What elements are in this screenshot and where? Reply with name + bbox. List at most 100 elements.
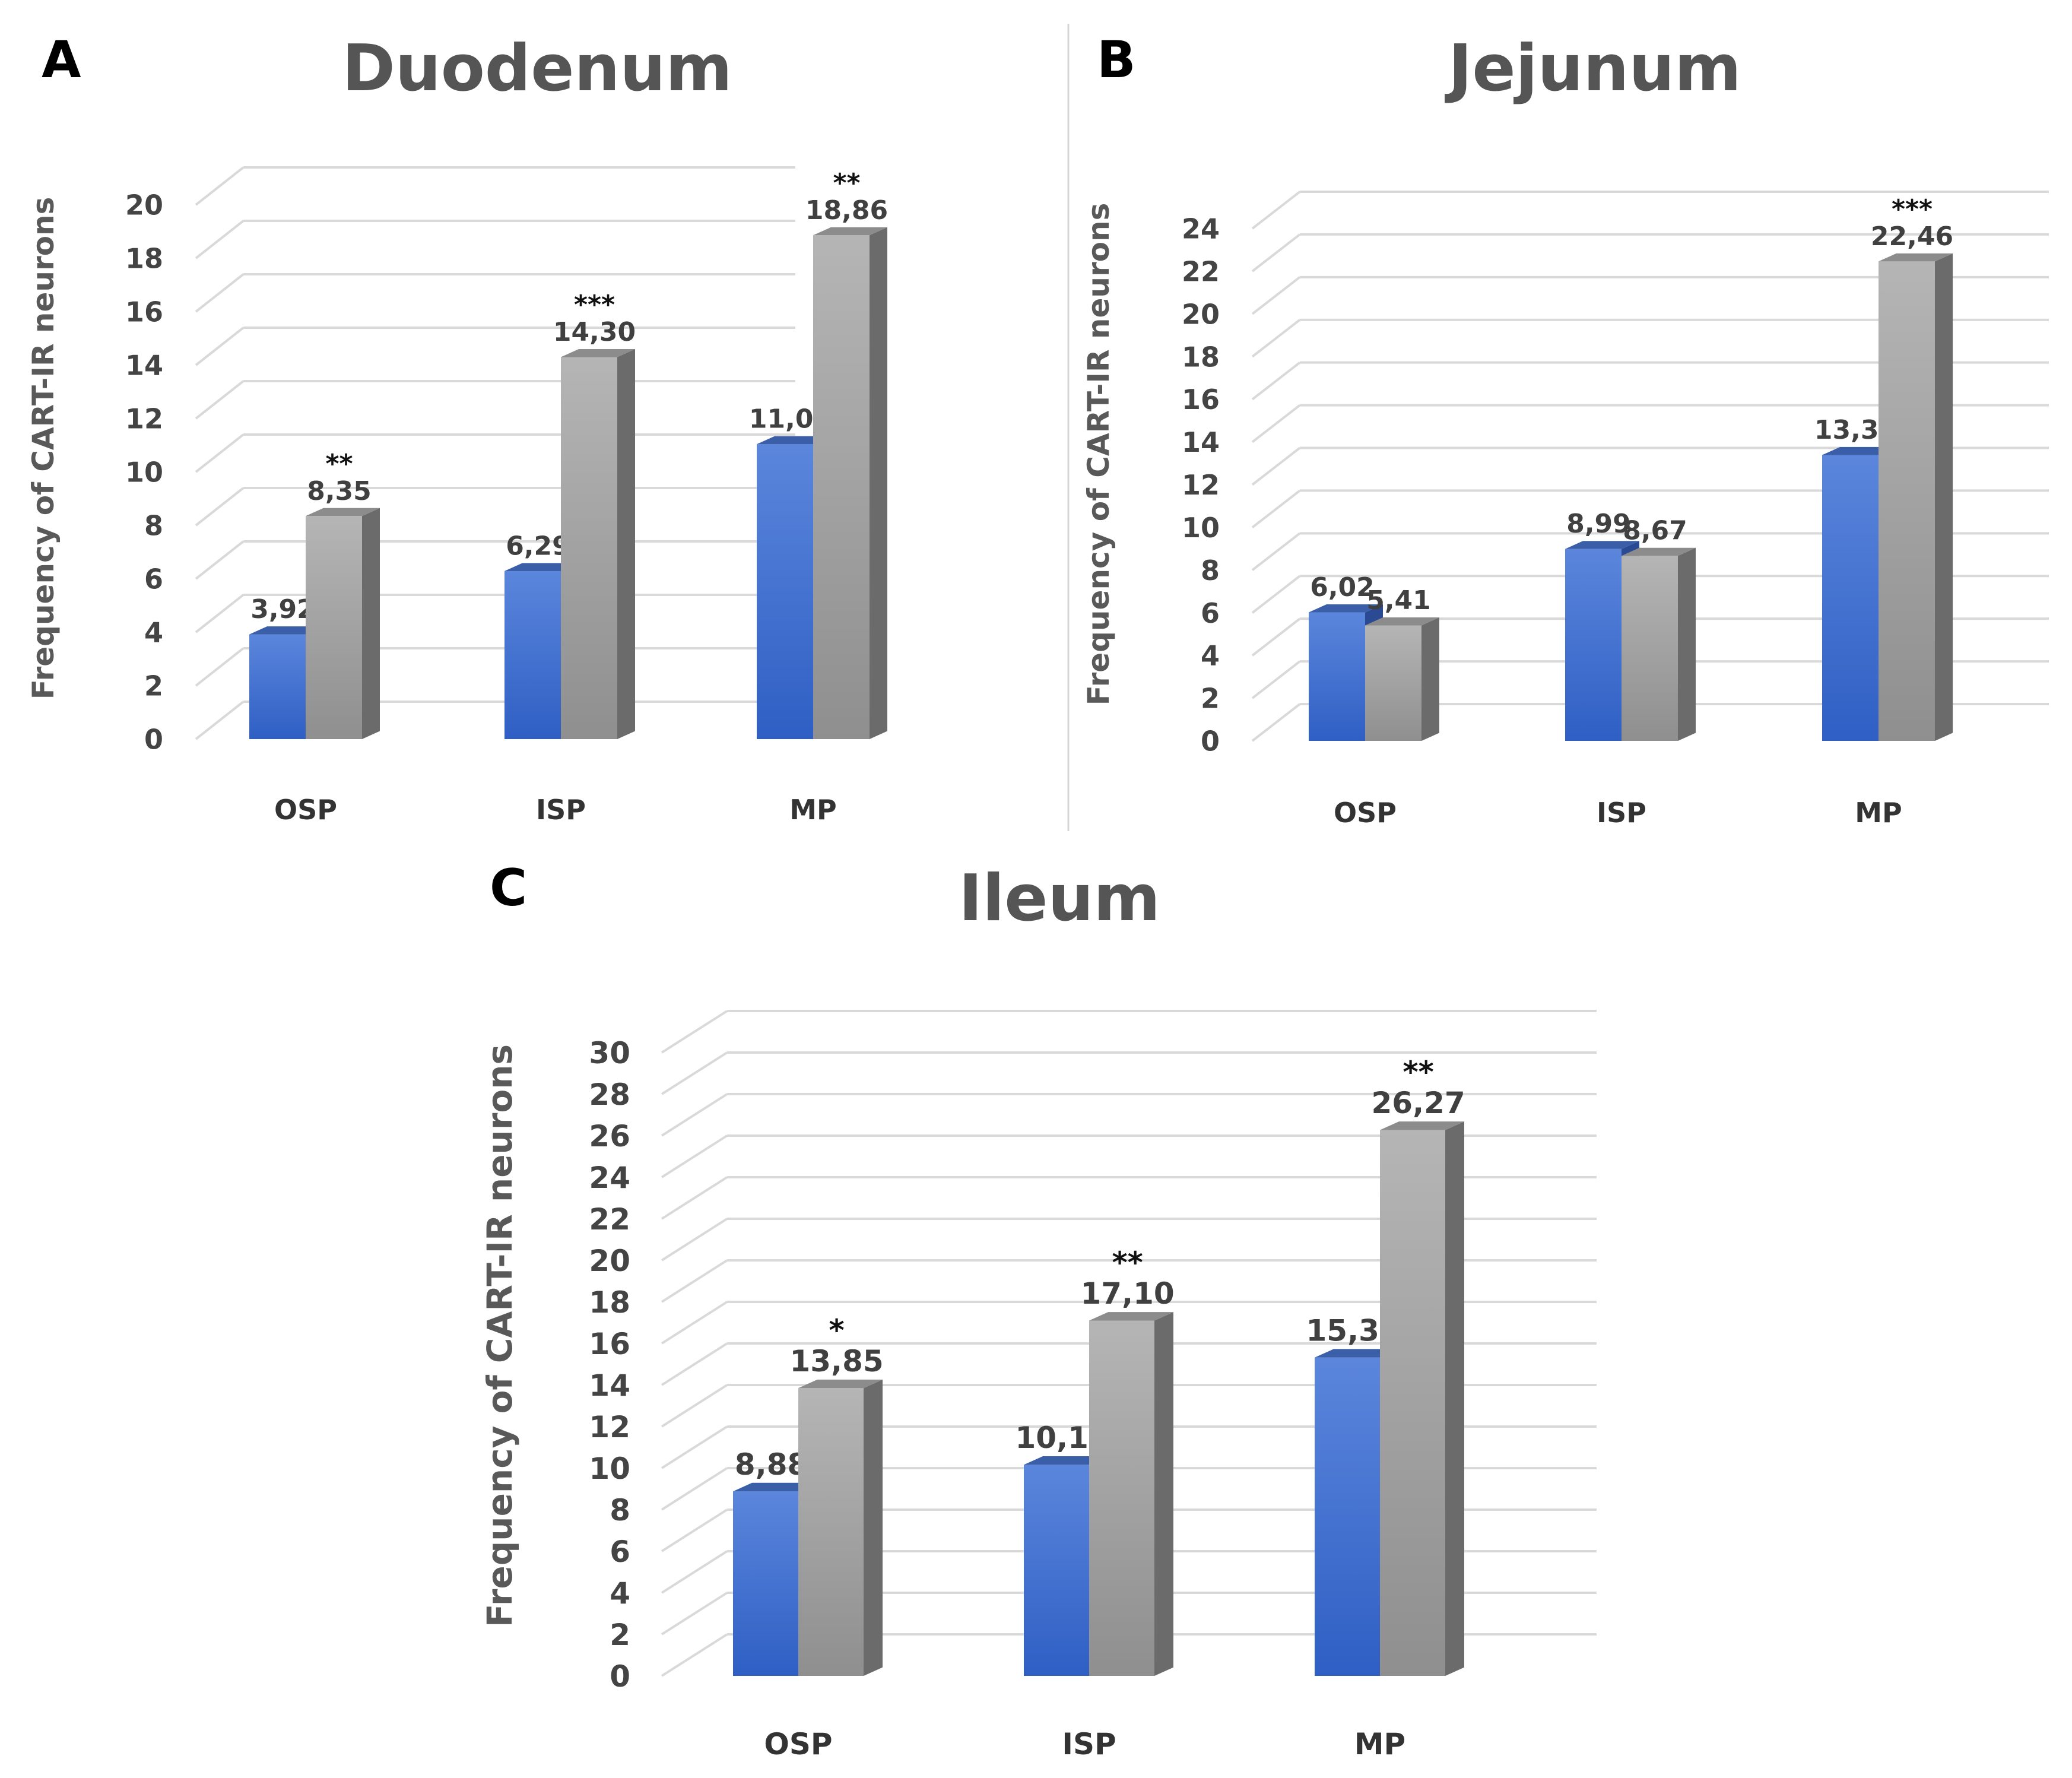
y-tick-label: 14	[125, 350, 163, 382]
gridline-diagonal	[195, 380, 245, 420]
bar-top-gray	[813, 227, 887, 236]
data-label: 18,86	[805, 195, 888, 226]
y-tick-label: 0	[610, 1659, 630, 1694]
bar-top-blue	[249, 626, 323, 635]
y-tick-label: 24	[589, 1161, 630, 1195]
y-tick-label: 10	[125, 457, 163, 489]
gridline-diagonal	[661, 1301, 728, 1345]
bar-top-gray	[1622, 547, 1696, 556]
significance-marker: *	[829, 1313, 845, 1348]
data-label: 6,29	[506, 531, 570, 561]
panel-letter: B	[1097, 30, 1136, 90]
gridline-diagonal	[195, 220, 245, 259]
gridline-diagonal	[195, 701, 245, 740]
y-tick-label: 8	[1201, 554, 1220, 587]
bar-side-gray	[1935, 253, 1953, 741]
data-label: 8,67	[1623, 516, 1687, 546]
bar-top-blue	[733, 1482, 817, 1492]
y-tick-label: 16	[1182, 384, 1220, 416]
bar-top-blue	[757, 436, 831, 445]
x-category-label: MP	[1855, 797, 1902, 829]
panel-letter: A	[42, 30, 81, 90]
panel-letter: C	[490, 858, 527, 918]
chart-title: Jejunum	[1444, 31, 1741, 106]
gridline-diagonal	[661, 1592, 728, 1636]
gridline-diagonal	[195, 647, 245, 687]
bar-top-blue	[1024, 1456, 1108, 1465]
gridline-diagonal	[661, 1550, 728, 1594]
gridline-diagonal	[195, 273, 245, 313]
gridline-diagonal	[1251, 362, 1301, 401]
x-category-label: MP	[1354, 1727, 1405, 1761]
y-axis-label: Frequency of CART-IR neurons	[1081, 203, 1116, 706]
gridline-diagonal	[661, 1508, 728, 1552]
bar-top-gray	[1380, 1121, 1464, 1130]
y-tick-label: 4	[1201, 640, 1220, 672]
bar-gray-isp	[1622, 556, 1678, 741]
gridline-diagonal	[1251, 489, 1301, 528]
gridline-diagonal	[1251, 703, 1301, 742]
x-category-label: ISP	[1597, 797, 1646, 829]
bar-blue-mp	[1315, 1357, 1380, 1676]
gridline-diagonal	[1251, 319, 1301, 358]
bar-side-gray	[864, 1379, 883, 1676]
y-tick-label: 0	[144, 724, 163, 756]
gridline-diagonal	[661, 1093, 728, 1137]
x-category-label: OSP	[764, 1727, 832, 1761]
bar-top-blue	[1822, 447, 1896, 455]
y-tick-label: 22	[1182, 255, 1220, 287]
significance-marker: **	[325, 449, 353, 479]
bar-side-gray	[362, 508, 380, 739]
bar-blue-isp	[504, 571, 561, 739]
y-tick-label: 18	[1182, 341, 1220, 373]
bar-gray-mp	[1380, 1130, 1445, 1676]
y-tick-label: 8	[144, 510, 163, 542]
gridline-diagonal	[1251, 575, 1301, 614]
significance-marker: **	[1112, 1245, 1143, 1280]
data-label: 5,41	[1366, 585, 1431, 616]
bar-side-gray	[617, 349, 635, 739]
gridline-diagonal	[661, 1467, 728, 1511]
y-tick-label: 18	[125, 243, 163, 275]
x-category-label: OSP	[1334, 797, 1397, 829]
gridline-diagonal	[1251, 532, 1301, 571]
gridline-diagonal	[661, 1010, 728, 1054]
y-tick-label: 10	[589, 1451, 630, 1486]
bar-top-gray	[798, 1379, 883, 1389]
y-tick-label: 4	[610, 1576, 630, 1611]
bar-top-gray	[561, 349, 635, 357]
bar-blue-mp	[1822, 455, 1879, 741]
bar-blue-osp	[733, 1491, 798, 1676]
gridline-diagonal	[1251, 276, 1301, 315]
bar-blue-osp	[1309, 612, 1365, 741]
bar-gray-mp	[1879, 261, 1935, 741]
y-tick-label: 12	[589, 1410, 630, 1444]
bar-gray-osp	[1365, 625, 1421, 741]
y-axis-label: Frequency of CART-IR neurons	[26, 197, 61, 700]
gridline-diagonal	[195, 594, 245, 633]
data-label: 8,99	[1566, 509, 1631, 539]
data-label: 3,92	[250, 594, 315, 625]
data-label: 8,88	[735, 1447, 808, 1482]
gridline-diagonal	[661, 1134, 728, 1178]
gridline-diagonal	[661, 1633, 728, 1677]
y-tick-label: 2	[144, 670, 163, 702]
bar-top-blue	[1565, 541, 1639, 549]
chart-title: Ileum	[959, 861, 1160, 936]
data-label: 14,30	[553, 317, 636, 347]
y-axis-label: Frequency of CART-IR neurons	[480, 1044, 520, 1627]
gridline-diagonal	[661, 1384, 728, 1428]
gridline-diagonal	[1251, 404, 1301, 443]
bar-side-gray	[870, 227, 887, 739]
bar-gray-isp	[561, 357, 617, 739]
bar-side-gray	[1421, 617, 1439, 741]
bar-top-blue	[1309, 604, 1383, 613]
y-tick-label: 20	[125, 189, 163, 221]
bar-top-blue	[504, 563, 579, 571]
x-category-label: ISP	[1062, 1727, 1116, 1761]
bar-gray-mp	[813, 235, 870, 739]
y-tick-label: 16	[589, 1327, 630, 1361]
